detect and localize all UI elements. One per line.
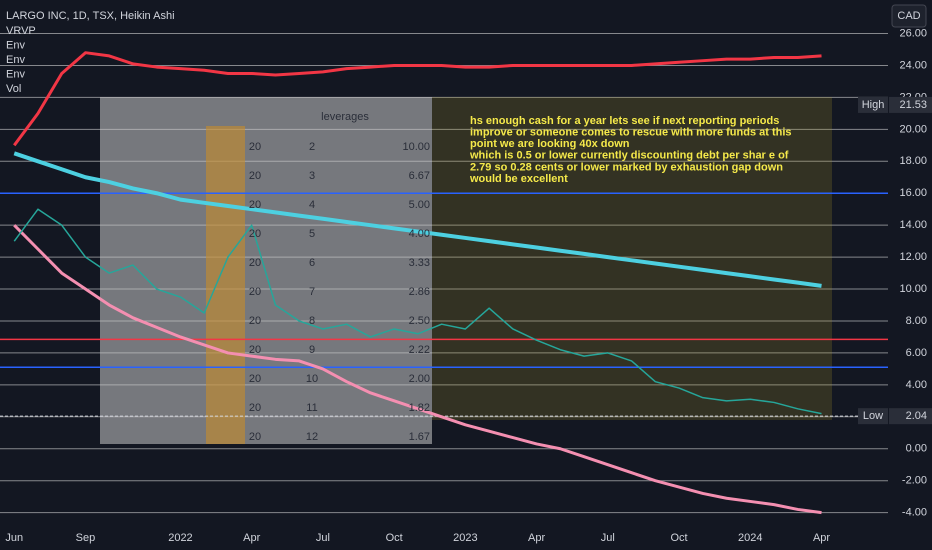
table-cell: 7	[309, 286, 315, 298]
table-cell: 20	[249, 344, 261, 356]
x-tick-label: 2024	[738, 532, 762, 544]
table-cell: 20	[249, 170, 261, 182]
x-tick-label: Oct	[670, 532, 687, 544]
indicator-label: Env	[6, 68, 25, 80]
x-tick-label: 2023	[453, 532, 477, 544]
annotation-line: improve or someone comes to rescue with …	[470, 127, 792, 139]
series-line	[13, 208, 822, 415]
table-cell: 5.00	[409, 199, 430, 211]
table-cell: 2	[309, 141, 315, 153]
table-cell: 2.86	[409, 286, 430, 298]
indicator-legend: VRVP Env Env Env Vol	[6, 25, 36, 95]
indicator-label: Env	[6, 39, 25, 51]
table-cell: 4	[309, 199, 315, 211]
y-tick-label: 16.00	[899, 187, 927, 199]
x-tick-label: 2022	[168, 532, 192, 544]
table-cell: 20	[249, 141, 261, 153]
low-label: Low	[863, 410, 883, 422]
table-cell: 4.00	[409, 228, 430, 240]
series-line	[13, 51, 822, 147]
table-cell: 12	[306, 431, 318, 443]
table-cell: 8	[309, 315, 315, 327]
table-text: leverages 20 2 10.00 20 3 6.67 20 4 5.00 20 5 4.00 20…	[249, 111, 430, 443]
series-line	[13, 151, 822, 288]
high-badge	[889, 96, 932, 113]
y-tick-label: -2.00	[902, 475, 927, 487]
table-cell: 3.33	[409, 257, 430, 269]
indicator-label: VRVP	[6, 25, 36, 37]
table-cell: 1.82	[409, 402, 430, 414]
x-tick-label: Apr	[813, 532, 830, 544]
annotation-line: hs enough cash for a year lets see if ne…	[470, 115, 779, 127]
chart-title: LARGO INC, 1D, TSX, Heikin Ashi	[6, 10, 175, 22]
table-cell: 20	[249, 431, 261, 443]
table-cell: 2.22	[409, 344, 430, 356]
high-badge-bg	[858, 96, 888, 113]
indicator-label: Env	[6, 54, 25, 66]
low-value: 2.04	[906, 410, 927, 422]
currency[interactable]: CAD	[897, 10, 920, 22]
y-tick-label: 26.00	[899, 27, 927, 39]
y-tick-label: 0.00	[906, 443, 927, 455]
annotation: hs enough cash for a year lets see if ne…	[469, 115, 792, 185]
table-cell: 9	[309, 344, 315, 356]
y-tick-label: 10.00	[899, 283, 927, 295]
table-cell: 3	[309, 170, 315, 182]
x-tick-label: Sep	[76, 532, 96, 544]
table-cell: 1.67	[409, 431, 430, 443]
table-cell: 20	[249, 315, 261, 327]
annotation-line: which is 0.5 or lower currently discount…	[469, 150, 789, 162]
high-value: 21.53	[899, 99, 927, 111]
low-badge	[889, 408, 932, 425]
axes: 26.00 24.00 2 2.00 20.00 18.00 16.00 14.00 12.00…	[5, 27, 932, 544]
annotation-line: would be excellent	[469, 173, 568, 185]
x-tick-label: Jul	[316, 532, 330, 544]
table-cell: 5	[309, 228, 315, 240]
x-tick-label: Oct	[386, 532, 403, 544]
table-cell: 20	[249, 373, 261, 385]
table-column-highlight	[206, 126, 245, 444]
table-cell: 6	[309, 257, 315, 269]
table-cell: 20	[249, 257, 261, 269]
series-line	[13, 224, 822, 515]
table-cell: 10	[306, 373, 318, 385]
y-tick-label: 4.00	[906, 379, 927, 391]
table-cell: 11	[306, 402, 317, 414]
x-tick-label: Apr	[243, 532, 260, 544]
time-axis	[0, 527, 932, 550]
annotation-line: point we are looking 40x down	[470, 138, 630, 150]
table-cell: 20	[249, 286, 261, 298]
table-cell: 2.00	[409, 373, 430, 385]
lines	[0, 51, 888, 515]
currency-button[interactable]	[891, 4, 927, 28]
x-tick-label: Jun	[5, 532, 23, 544]
price-axis	[888, 0, 932, 550]
high-label: High	[862, 99, 885, 111]
indicator-label: Vol	[6, 83, 21, 95]
table-cell: 20	[249, 402, 261, 414]
table-cell: 20	[249, 228, 261, 240]
table-cell: 20	[249, 199, 261, 211]
y-tick-label: 14.00	[899, 219, 927, 231]
table-cell: 2.50	[409, 315, 430, 327]
y-tick-label: 20.00	[899, 123, 927, 135]
y-tick-label: 8.00	[906, 315, 927, 327]
leverage-table	[100, 97, 432, 444]
y-tick-label: 18.00	[899, 155, 927, 167]
table-cell: 6.67	[409, 170, 430, 182]
table-cell: 10.00	[402, 141, 430, 153]
y-tick-label: 6.00	[906, 347, 927, 359]
low-badge-bg	[858, 408, 888, 425]
annotation-line: 2.79 so 0.28 cents or lower marked by ex…	[470, 161, 783, 173]
table-header: leverages	[321, 111, 369, 123]
y-tick-label: -4.00	[902, 507, 927, 519]
x-tick-label: Jul	[601, 532, 615, 544]
y-tick-label: 24.00	[899, 59, 927, 71]
x-tick-label: Apr	[528, 532, 545, 544]
y-tick-label: 12.00	[899, 251, 927, 263]
